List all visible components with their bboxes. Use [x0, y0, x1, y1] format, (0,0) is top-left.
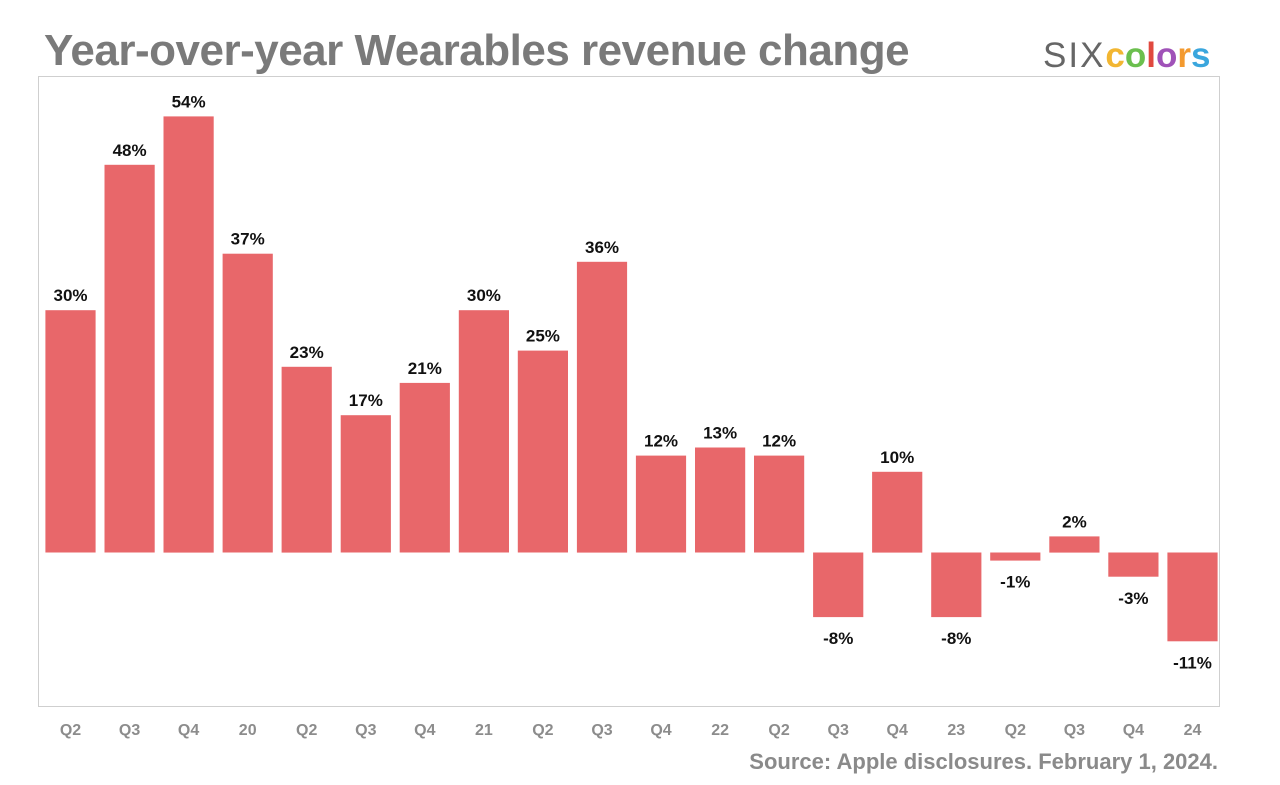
x-tick-label: Q4	[1123, 722, 1144, 739]
bar	[517, 350, 568, 553]
bar	[990, 552, 1041, 561]
data-label: 37%	[231, 230, 265, 249]
x-tick-label: 23	[947, 722, 965, 739]
x-tick-label: Q4	[414, 722, 435, 739]
data-label: 48%	[113, 141, 147, 160]
data-label: -8%	[941, 629, 971, 648]
x-tick-label: Q4	[178, 722, 199, 739]
data-label: 30%	[467, 286, 501, 305]
data-label: 21%	[408, 359, 442, 378]
x-tick-label: Q2	[768, 722, 789, 739]
data-label: 12%	[644, 432, 678, 451]
x-tick-label: 24	[1184, 722, 1202, 739]
bar	[576, 261, 628, 553]
data-label: -11%	[1173, 653, 1212, 672]
logo-letter: r	[1177, 36, 1192, 75]
data-label: 54%	[172, 92, 206, 111]
data-label: 25%	[526, 327, 560, 346]
x-tick-label: Q4	[887, 722, 908, 739]
logo-letter: s	[1191, 36, 1211, 75]
data-label: 13%	[703, 424, 737, 443]
bar	[1108, 552, 1159, 577]
x-tick-label: Q2	[1005, 722, 1026, 739]
x-tick-label: Q3	[1064, 722, 1085, 739]
logo-letter: o	[1124, 36, 1147, 75]
x-tick-label: Q4	[650, 722, 671, 739]
x-tick-label: Q2	[532, 722, 553, 739]
data-label: 36%	[585, 238, 619, 257]
x-tick-label: Q3	[591, 722, 612, 739]
bar	[340, 415, 391, 553]
bar	[104, 164, 155, 553]
logo-letter: l	[1146, 36, 1157, 75]
bar	[399, 382, 450, 553]
logo-six-text: SIX	[1043, 36, 1106, 75]
bar	[813, 552, 864, 618]
x-tick-label: 20	[239, 722, 257, 739]
source-note: Source: Apple disclosures. February 1, 2…	[749, 749, 1218, 774]
data-label: 30%	[53, 286, 87, 305]
bar	[281, 366, 332, 553]
data-label: 23%	[290, 343, 324, 362]
bar	[45, 310, 96, 553]
logo-letter: c	[1105, 36, 1125, 75]
plot-frame	[38, 76, 1220, 707]
data-label: 2%	[1062, 512, 1087, 531]
bar	[872, 471, 923, 553]
chart-title: Year-over-year Wearables revenue change	[44, 26, 910, 75]
x-tick-label: Q2	[60, 722, 81, 739]
x-tick-label: Q2	[296, 722, 317, 739]
bar	[1167, 552, 1218, 642]
sixcolors-logo: SIXcolors	[1043, 38, 1211, 73]
x-tick-label: 21	[475, 722, 493, 739]
data-label: -1%	[1000, 573, 1030, 592]
bar	[222, 253, 273, 553]
data-label: -3%	[1118, 589, 1148, 608]
logo-colors-text: colors	[1105, 36, 1210, 75]
bar	[458, 310, 509, 553]
logo-letter: o	[1156, 36, 1178, 75]
x-tick-label: Q3	[828, 722, 849, 739]
data-label: 17%	[349, 391, 383, 410]
x-tick-label: 22	[711, 722, 729, 739]
data-label: -8%	[823, 629, 853, 648]
bar	[1049, 536, 1100, 553]
bar	[163, 116, 214, 553]
data-label: 10%	[880, 448, 914, 467]
bar	[754, 455, 805, 553]
data-label: 12%	[762, 432, 796, 451]
bar	[695, 447, 746, 553]
x-tick-label: Q3	[119, 722, 140, 739]
x-tick-label: Q3	[355, 722, 376, 739]
bar	[635, 455, 687, 553]
bar	[931, 552, 982, 618]
